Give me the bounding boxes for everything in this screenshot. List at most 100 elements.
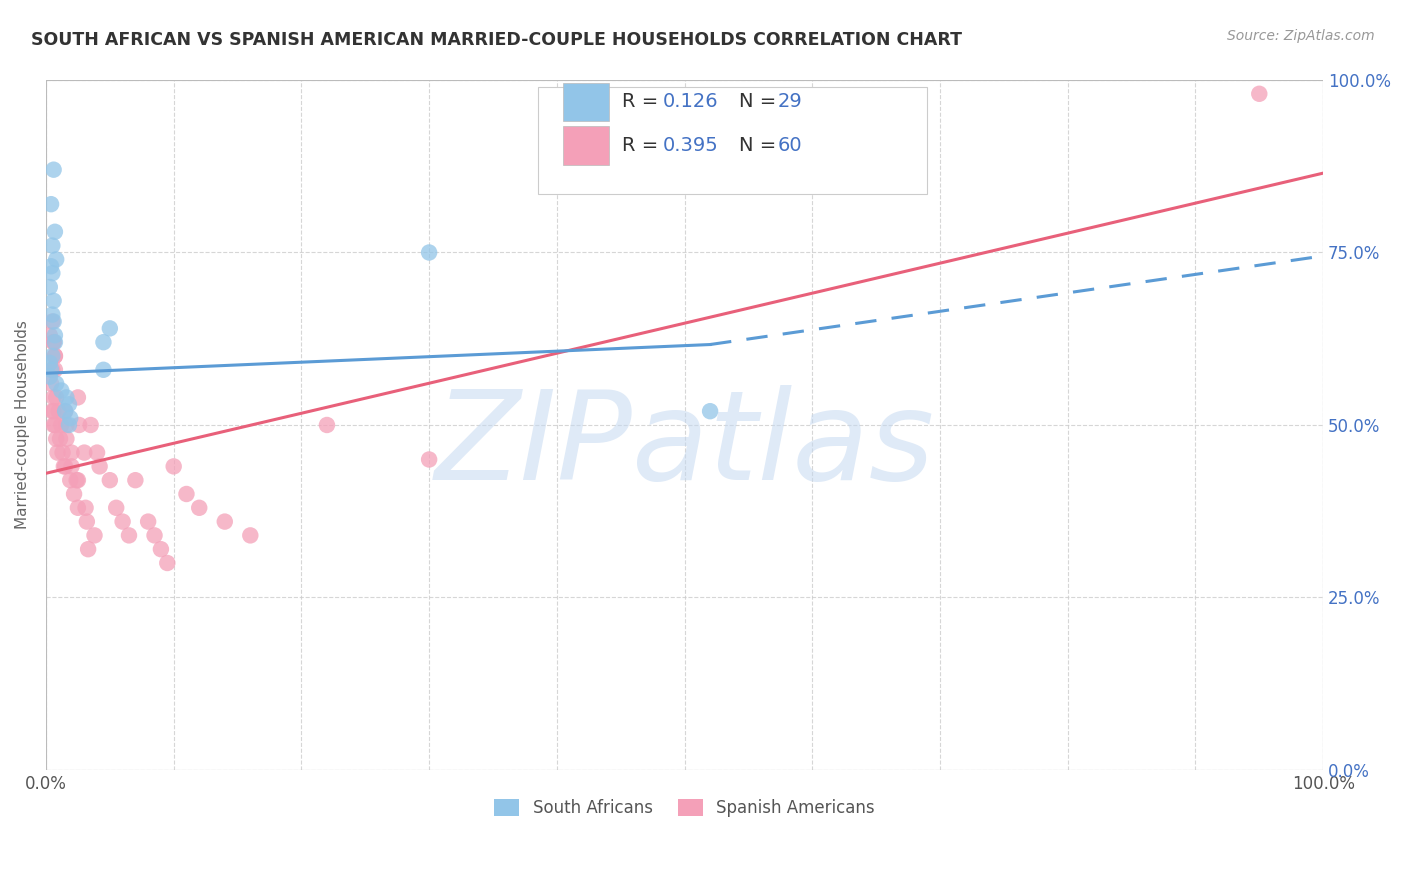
Point [59,411,82,425]
Point [176,487,198,501]
Point [41,314,63,328]
Point [188,500,211,515]
Point [45,391,67,405]
Point [73,445,96,459]
Point [118,528,141,542]
Text: R =: R = [621,136,665,155]
Point [52,445,75,459]
Point [53,459,76,474]
Point [163,459,186,474]
Point [44,349,66,363]
Point [105,500,128,515]
Point [41,404,63,418]
Point [41,308,63,322]
Point [42,391,65,405]
Point [48,404,70,418]
Point [55,417,77,432]
Point [42,404,65,418]
Point [143,528,166,542]
Point [65,473,87,487]
Point [51,384,73,398]
Point [67,417,90,432]
Point [42,314,65,328]
Point [98,321,121,335]
Point [124,473,146,487]
Text: N =: N = [740,93,783,112]
Point [89,459,111,474]
Point [41,238,63,252]
Point [42,293,65,308]
Point [79,417,101,432]
Text: 0.395: 0.395 [662,136,718,155]
FancyBboxPatch shape [537,87,927,194]
Point [214,515,236,529]
Point [39,260,62,274]
Point [60,445,83,459]
Point [41,266,63,280]
Text: Source: ZipAtlas.com: Source: ZipAtlas.com [1227,29,1375,43]
Point [42,335,65,350]
Point [66,473,89,487]
Point [45,252,67,267]
Point [93,363,115,377]
Point [52,459,75,474]
Point [55,391,77,405]
Point [111,515,134,529]
Point [53,404,76,418]
Point [38,369,60,384]
Point [55,432,77,446]
Point [58,397,80,411]
Point [63,487,86,501]
Point [418,452,440,467]
Point [38,328,60,343]
Point [44,363,66,377]
Point [44,328,66,343]
Point [93,335,115,350]
FancyBboxPatch shape [564,83,609,121]
Text: ZIPatlas: ZIPatlas [434,385,935,506]
Text: N =: N = [740,136,783,155]
Point [83,528,105,542]
Point [418,245,440,260]
Text: 29: 29 [778,93,803,112]
Point [149,542,172,557]
Point [59,473,82,487]
Point [39,197,62,211]
Point [38,356,60,370]
Point [45,432,67,446]
Text: 0.126: 0.126 [662,93,718,112]
Legend: South Africans, Spanish Americans: South Africans, Spanish Americans [488,792,882,824]
Point [44,349,66,363]
Point [39,363,62,377]
Point [44,225,66,239]
Point [49,432,72,446]
Point [239,528,262,542]
Point [76,515,98,529]
Point [53,404,76,418]
Text: 60: 60 [778,136,803,155]
Point [39,376,62,391]
Point [44,335,66,350]
Point [66,500,89,515]
Point [156,556,179,570]
Point [1249,87,1271,101]
Point [58,417,80,432]
Point [75,500,97,515]
Point [51,417,73,432]
Point [316,417,339,432]
Text: R =: R = [621,93,665,112]
Point [42,162,65,177]
Point [86,445,108,459]
Point [38,280,60,294]
Text: SOUTH AFRICAN VS SPANISH AMERICAN MARRIED-COUPLE HOUSEHOLDS CORRELATION CHART: SOUTH AFRICAN VS SPANISH AMERICAN MARRIE… [31,31,962,49]
Point [45,376,67,391]
Point [98,473,121,487]
Point [44,417,66,432]
Point [41,363,63,377]
FancyBboxPatch shape [564,127,609,165]
Point [41,349,63,363]
Point [42,417,65,432]
Point [66,391,89,405]
Point [60,459,83,474]
Point [42,335,65,350]
